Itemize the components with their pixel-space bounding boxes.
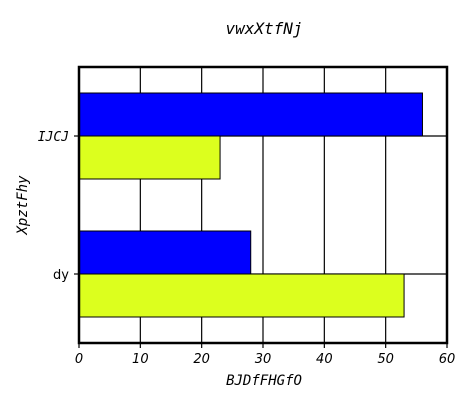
tick-label-x-40: 40 xyxy=(316,352,333,367)
category-label-ijcj: IJCJ xyxy=(38,130,69,145)
x-axis-label: BJDfFHGfO xyxy=(226,373,302,389)
tick-label-x-0: 0 xyxy=(75,352,83,367)
bars xyxy=(78,92,423,318)
bar-series-blue-ijcj xyxy=(78,92,423,137)
tick-label-x-20: 20 xyxy=(193,352,210,367)
chart-title: vwxXtfNj xyxy=(225,19,302,38)
tick-label-x-30: 30 xyxy=(255,352,272,367)
tick-label-x-60: 60 xyxy=(439,352,456,367)
bar-series-blue-dy xyxy=(78,230,252,275)
bar-series-yellow-dy xyxy=(78,273,405,318)
tick-label-x-50: 50 xyxy=(377,352,394,367)
y-axis-categories: dy IJCJ xyxy=(38,130,79,283)
bar-series-yellow-ijcj xyxy=(78,135,221,180)
category-label-dy: dy xyxy=(53,268,69,283)
tick-label-x-10: 10 xyxy=(132,352,149,367)
x-axis-ticks: 0 10 20 30 40 50 60 xyxy=(75,343,455,367)
y-axis-label: XpztFhy xyxy=(15,175,31,236)
